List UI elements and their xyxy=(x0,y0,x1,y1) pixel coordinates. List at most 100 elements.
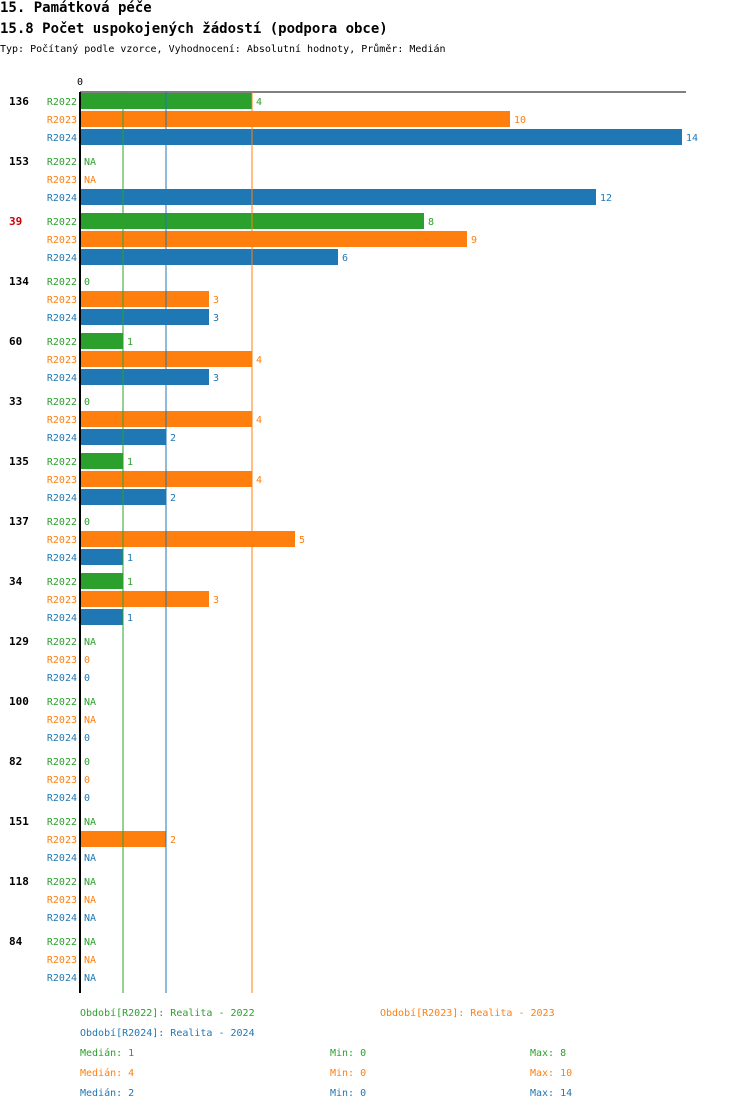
series-label: R2024 xyxy=(47,973,77,984)
bar xyxy=(80,333,123,349)
series-label: R2024 xyxy=(47,313,77,324)
na-label: NA xyxy=(84,955,96,966)
series-label: R2023 xyxy=(47,415,77,426)
legend-period-r2022: Období[R2022]: Realita - 2022 xyxy=(80,1008,255,1019)
series-label: R2022 xyxy=(47,217,77,228)
series-label: R2023 xyxy=(47,475,77,486)
bar xyxy=(80,129,682,145)
series-label: R2023 xyxy=(47,295,77,306)
na-label: NA xyxy=(84,973,96,984)
legend-max-r2024: Max: 14 xyxy=(530,1088,573,1099)
bar xyxy=(80,249,338,265)
series-label: R2024 xyxy=(47,433,77,444)
legend-period-r2024: Období[R2024]: Realita - 2024 xyxy=(80,1028,255,1039)
value-label: 4 xyxy=(256,415,262,426)
section-title: 15. Památková péče xyxy=(0,0,152,16)
category-label: 135 xyxy=(9,455,29,468)
value-label: 6 xyxy=(342,253,348,264)
na-label: NA xyxy=(84,937,96,948)
value-label: 0 xyxy=(84,277,90,288)
value-label: 0 xyxy=(84,673,90,684)
category-label: 82 xyxy=(9,755,22,768)
category-label: 84 xyxy=(9,935,23,948)
series-label: R2022 xyxy=(47,97,77,108)
na-label: NA xyxy=(84,175,96,186)
series-label: R2023 xyxy=(47,955,77,966)
value-label: 0 xyxy=(84,775,90,786)
series-label: R2022 xyxy=(47,757,77,768)
series-label: R2023 xyxy=(47,535,77,546)
category-label: 151 xyxy=(9,815,29,828)
series-label: R2024 xyxy=(47,493,77,504)
series-label: R2022 xyxy=(47,637,77,648)
bar xyxy=(80,231,467,247)
series-label: R2022 xyxy=(47,697,77,708)
value-label: 0 xyxy=(84,655,90,666)
series-label: R2024 xyxy=(47,673,77,684)
category-label: 134 xyxy=(9,275,29,288)
category-label: 33 xyxy=(9,395,22,408)
series-label: R2024 xyxy=(47,613,77,624)
category-label: 118 xyxy=(9,875,29,888)
series-label: R2023 xyxy=(47,355,77,366)
value-label: 1 xyxy=(127,577,133,588)
bar xyxy=(80,453,123,469)
legend-median-r2024: Medián: 2 xyxy=(80,1088,135,1099)
series-label: R2024 xyxy=(47,853,77,864)
legend-min-r2024: Min: 0 xyxy=(330,1088,367,1099)
value-label: 3 xyxy=(213,595,219,606)
legend-max-r2023: Max: 10 xyxy=(530,1068,573,1079)
series-label: R2022 xyxy=(47,877,77,888)
value-label: 1 xyxy=(127,553,133,564)
series-label: R2024 xyxy=(47,133,77,144)
value-label: 0 xyxy=(84,517,90,528)
chart-subtitle: Typ: Počítaný podle vzorce, Vyhodnocení:… xyxy=(0,44,446,55)
value-label: 4 xyxy=(256,97,262,108)
value-label: 10 xyxy=(514,115,526,126)
bar xyxy=(80,549,123,565)
na-label: NA xyxy=(84,913,96,924)
category-label: 39 xyxy=(9,215,22,228)
series-label: R2023 xyxy=(47,835,77,846)
na-label: NA xyxy=(84,895,96,906)
category-label: 137 xyxy=(9,515,29,528)
series-label: R2022 xyxy=(47,577,77,588)
category-label: 153 xyxy=(9,155,29,168)
bar xyxy=(80,189,596,205)
value-label: 3 xyxy=(213,313,219,324)
bar xyxy=(80,369,209,385)
bar xyxy=(80,573,123,589)
value-label: 5 xyxy=(299,535,305,546)
legend-median-r2023: Medián: 4 xyxy=(80,1068,135,1079)
series-label: R2024 xyxy=(47,253,77,264)
na-label: NA xyxy=(84,877,96,888)
legend-min-r2023: Min: 0 xyxy=(330,1068,367,1079)
series-label: R2023 xyxy=(47,775,77,786)
bar xyxy=(80,291,209,307)
value-label: 3 xyxy=(213,295,219,306)
series-label: R2022 xyxy=(47,397,77,408)
na-label: NA xyxy=(84,817,96,828)
value-label: 14 xyxy=(686,133,698,144)
bar xyxy=(80,309,209,325)
value-label: 0 xyxy=(84,397,90,408)
value-label: 1 xyxy=(127,613,133,624)
chart-title: 15.8 Počet uspokojených žádostí (podpora… xyxy=(0,21,388,37)
series-label: R2022 xyxy=(47,277,77,288)
bar xyxy=(80,111,510,127)
series-label: R2024 xyxy=(47,373,77,384)
series-label: R2024 xyxy=(47,553,77,564)
series-label: R2024 xyxy=(47,913,77,924)
series-label: R2022 xyxy=(47,157,77,168)
value-label: 9 xyxy=(471,235,477,246)
category-label: 100 xyxy=(9,695,29,708)
value-label: 4 xyxy=(256,475,262,486)
value-label: 0 xyxy=(84,757,90,768)
value-label: 4 xyxy=(256,355,262,366)
category-label: 34 xyxy=(9,575,23,588)
series-label: R2022 xyxy=(47,937,77,948)
value-label: 12 xyxy=(600,193,612,204)
legend-median-r2022: Medián: 1 xyxy=(80,1048,135,1059)
value-label: 2 xyxy=(170,493,176,504)
